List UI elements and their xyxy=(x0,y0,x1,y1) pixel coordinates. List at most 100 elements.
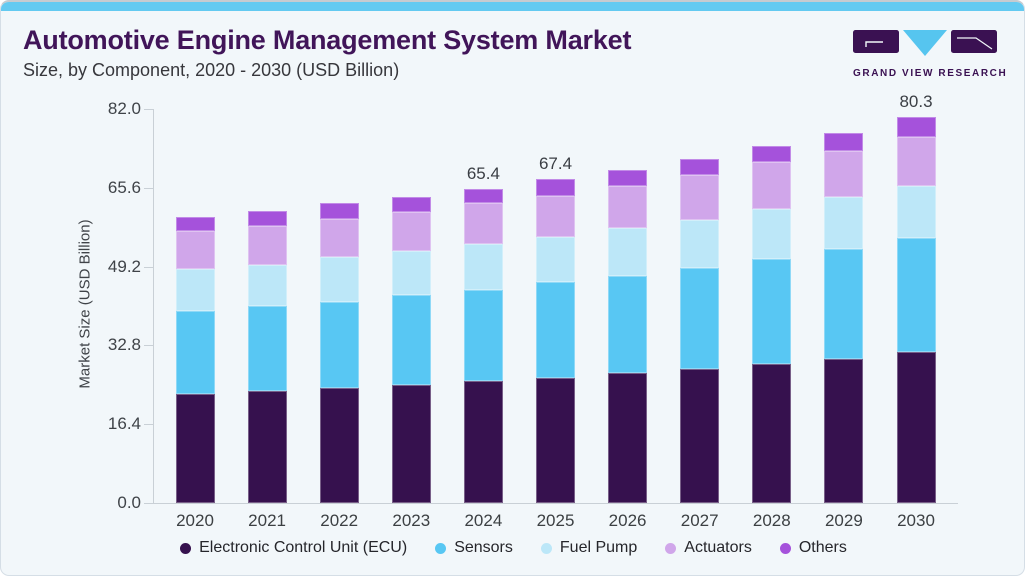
page-title: Automotive Engine Management System Mark… xyxy=(23,25,632,55)
x-tick-label: 2030 xyxy=(897,511,935,530)
bar-segment-sensors xyxy=(608,275,648,373)
legend-dot xyxy=(779,542,791,554)
legend-item: Electronic Control Unit (ECU) xyxy=(180,539,407,557)
legend-dot xyxy=(435,542,447,554)
y-tick-mark xyxy=(144,109,153,110)
bar-segment-electronic-control-unit-ecu xyxy=(824,358,864,503)
bar-segment-fuel-pump xyxy=(391,250,431,296)
bar-segment-fuel-pump xyxy=(824,197,864,250)
bar-segment-electronic-control-unit-ecu xyxy=(391,384,431,503)
bar-segment-fuel-pump xyxy=(463,244,503,290)
bar-segment-others xyxy=(463,188,503,204)
bar-segment-fuel-pump xyxy=(896,185,936,239)
page-subtitle: Size, by Component, 2020 - 2030 (USD Bil… xyxy=(23,59,400,80)
x-tick-label: 2022 xyxy=(320,511,359,530)
x-axis-line xyxy=(153,503,958,504)
x-tick-label: 2029 xyxy=(824,511,863,530)
bar-segment-sensors xyxy=(391,295,431,385)
bar-segment-electronic-control-unit-ecu xyxy=(680,368,720,503)
legend-label: Others xyxy=(798,539,847,556)
gvr-logo-text: GRAND VIEW RESEARCH xyxy=(853,68,1008,79)
bar-segment-actuators xyxy=(680,175,720,221)
y-tick-label: 49.2 xyxy=(107,256,141,276)
bar-segment-others xyxy=(824,132,864,151)
bar-segment-actuators xyxy=(319,218,359,258)
bar-segment-actuators xyxy=(175,230,215,269)
bar-segment-electronic-control-unit-ecu xyxy=(896,351,936,503)
gvr-logo: GRAND VIEW RESEARCH xyxy=(853,29,1008,79)
x-tick-label: 2027 xyxy=(680,511,719,530)
bar-segment-sensors xyxy=(247,306,287,392)
x-tick-label: 2025 xyxy=(536,511,575,530)
y-tick-label: 32.8 xyxy=(107,335,141,355)
legend-dot xyxy=(540,542,552,554)
bar-segment-fuel-pump xyxy=(608,228,648,276)
x-tick-label: 2020 xyxy=(176,511,214,530)
bar-segment-fuel-pump xyxy=(175,268,215,311)
bar-segment-others xyxy=(680,158,720,176)
legend-label: Fuel Pump xyxy=(559,539,638,556)
bar-segment-fuel-pump xyxy=(752,208,792,260)
bar-segment-sensors xyxy=(175,310,215,394)
bar-segment-others xyxy=(896,117,936,138)
bar-segment-sensors xyxy=(896,238,936,352)
bar-segment-electronic-control-unit-ecu xyxy=(463,381,503,503)
bar-segment-others xyxy=(608,170,648,186)
bar-segment-actuators xyxy=(463,203,503,245)
chart-legend: Electronic Control Unit (ECU) Sensors Fuel… xyxy=(1,539,1024,557)
bar-segment-electronic-control-unit-ecu xyxy=(536,378,575,503)
bar-segment-actuators xyxy=(824,150,864,198)
y-axis-line xyxy=(153,109,154,503)
bar-segment-others xyxy=(247,210,287,227)
bar-column xyxy=(608,170,648,503)
bar-segment-actuators xyxy=(896,137,936,186)
legend-item: Fuel Pump xyxy=(540,539,638,557)
bar-segment-actuators xyxy=(752,161,792,209)
y-tick-label: 82.0 xyxy=(107,99,141,118)
bar-segment-sensors xyxy=(752,259,792,364)
bar-segment-electronic-control-unit-ecu xyxy=(608,372,648,503)
bar-segment-actuators xyxy=(536,195,575,237)
y-tick-mark xyxy=(144,424,153,426)
y-tick-label: 65.6 xyxy=(107,177,141,197)
bar-column xyxy=(896,117,936,503)
bar-segment-sensors xyxy=(536,282,575,379)
legend-dot xyxy=(180,542,192,554)
bar-segment-sensors xyxy=(463,289,503,382)
top-accent-bar xyxy=(1,2,1024,11)
bar-column xyxy=(463,188,503,503)
y-axis-title: Market Size (USD Billion) xyxy=(76,219,94,389)
x-tick-label: 2021 xyxy=(248,511,286,530)
bar-segment-sensors xyxy=(319,301,359,389)
bar-segment-others xyxy=(752,146,792,162)
bar-segment-fuel-pump xyxy=(319,257,359,302)
bar-segment-electronic-control-unit-ecu xyxy=(319,388,359,503)
legend-label: Actuators xyxy=(684,539,752,556)
bar-segment-others xyxy=(175,217,215,231)
bar-column xyxy=(536,179,575,503)
legend-dot xyxy=(665,542,677,554)
gvr-logo-mark xyxy=(853,30,997,56)
bar-column xyxy=(319,203,359,503)
legend-label: Sensors xyxy=(454,539,513,556)
y-tick-mark xyxy=(144,503,153,504)
bar-segment-sensors xyxy=(680,268,720,369)
bar-segment-fuel-pump xyxy=(247,264,287,307)
y-tick-mark xyxy=(144,266,153,268)
bar-segment-actuators xyxy=(247,226,287,265)
legend-label: Electronic Control Unit (ECU) xyxy=(199,539,408,556)
bar-column xyxy=(175,217,215,503)
y-tick-mark xyxy=(144,345,153,347)
bar-segment-others xyxy=(319,203,359,219)
bar-segment-others xyxy=(391,197,431,212)
bar-segment-fuel-pump xyxy=(680,220,720,269)
bar-segment-electronic-control-unit-ecu xyxy=(752,363,792,503)
x-tick-label: 2028 xyxy=(752,511,791,530)
bar-segment-electronic-control-unit-ecu xyxy=(247,391,287,503)
legend-item: Actuators xyxy=(665,539,752,557)
bar-column xyxy=(247,210,287,503)
bar-segment-actuators xyxy=(608,185,648,229)
bar-column xyxy=(391,197,431,503)
